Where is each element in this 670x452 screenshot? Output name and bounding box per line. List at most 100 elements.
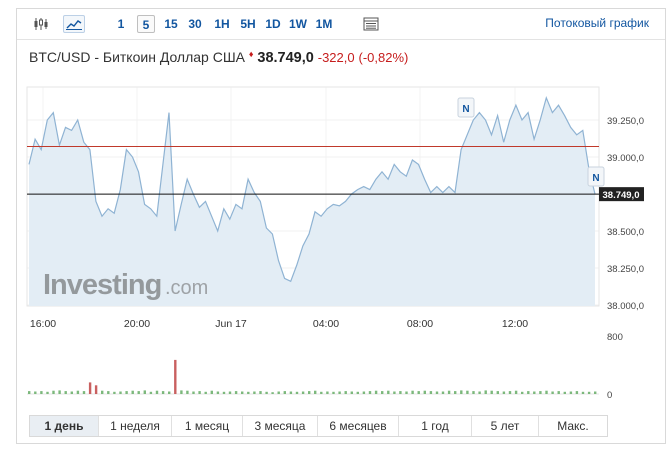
volume-bar [326,391,329,394]
timeframe-1w[interactable]: 1W [289,17,307,31]
volume-bar [241,391,244,394]
volume-bar [563,391,566,394]
range-tab[interactable]: 5 лет [472,416,539,436]
timeframe-1[interactable]: 1 [117,17,125,31]
line-chart-icon[interactable] [63,15,85,33]
volume-bar [234,391,238,394]
volume-bar [295,391,299,394]
streaming-chart-link[interactable]: Потоковый график [545,16,649,30]
range-tabs: 1 день 1 неделя 1 месяц 3 месяца 6 месяцев 1 … [29,415,608,437]
last-price-box [599,187,644,202]
candlestick-icon[interactable] [31,15,51,33]
volume-bar [362,391,366,394]
volume-bar [94,385,98,394]
x-tick-label: 04:00 [313,318,339,330]
x-tick-label: 08:00 [407,318,433,330]
volume-bar [301,391,305,394]
timeframe-1h[interactable]: 1H [214,17,230,31]
x-tick-label: 16:00 [30,318,56,330]
volume-bar [308,391,311,394]
quote-header: BTC/USD - Биткоин Доллар США ♦ 38.749,0 … [29,49,408,66]
price-chart[interactable]: Investing .com N N 39.250,039.000,038.75… [17,9,667,409]
range-tab[interactable]: 3 месяца [243,416,318,436]
volume-bar [557,391,560,394]
price-change: -322,0 [317,50,355,65]
volume-bar [551,391,554,394]
range-tab[interactable]: 1 месяц [172,416,243,436]
price-change-percent: (-0,82%) [358,50,409,65]
volume-bar [332,391,335,394]
volume-bar [508,391,512,394]
range-tab[interactable]: 1 неделя [99,416,172,436]
volume-bar [283,391,286,394]
volume-tick-label: 0 [607,390,612,401]
x-tick-label: 12:00 [502,318,528,330]
volume-bar [393,391,396,394]
volume-bar [247,391,250,394]
news-marker-label: N [462,104,469,115]
x-tick-label: Jun 17 [215,318,247,330]
volume-bar [502,391,506,394]
volume-bar [521,391,524,394]
volume-bar [466,390,469,394]
range-tab[interactable]: 1 год [399,416,472,436]
volume-bar [569,391,573,394]
volume-bar [429,391,433,394]
volume-bar [210,390,213,394]
range-tab[interactable]: 6 месяцев [318,416,399,436]
volume-bar [204,391,207,394]
y-tick-label: 38.250,0 [607,264,644,275]
y-tick-label: 38.000,0 [607,301,644,312]
volume-bar [58,390,61,394]
investing-watermark: Investing .com [43,269,208,301]
volume-bar [539,391,542,394]
volume-bar [405,391,408,394]
volume-bar [125,391,128,394]
watermark-brand: Investing [43,269,161,301]
volume-bar [168,391,171,394]
volume-bar [76,390,80,394]
volume-bar [222,391,226,394]
volume-bar [514,390,518,394]
volume-bar [594,391,597,394]
range-tab[interactable]: 1 день [30,416,99,436]
volume-bar [64,391,67,394]
volume-bar [137,391,140,394]
timeframe-1d[interactable]: 1D [265,17,281,31]
volume-bar [496,391,499,394]
volume-bar [374,390,378,394]
volume-bar [399,391,402,394]
volume-bar [271,392,274,394]
y-tick-label: 39.000,0 [607,153,644,164]
volume-bar [454,391,457,394]
volume-bar [107,391,110,394]
volume-bar [447,390,451,394]
volume-bar [28,391,31,394]
volume-bar [381,391,384,394]
volume-bar [253,391,256,394]
volume-bar [161,391,165,394]
timeframe-5[interactable]: 5 [137,15,155,33]
volume-bar [277,391,280,394]
volume-bar [216,391,220,394]
volume-bar [417,391,420,394]
timeframe-1m[interactable]: 1M [315,17,333,31]
down-arrow-icon: ♦ [248,49,254,59]
y-tick-label: 39.250,0 [607,116,644,127]
volume-bar [387,390,390,394]
timeframe-30[interactable]: 30 [188,17,202,31]
y-axis: 39.250,039.000,038.750,038.500,038.250,0… [607,116,644,312]
volume-bar [484,390,487,394]
volume-bar [180,390,183,394]
volume-bar [344,391,347,394]
volume-bar [472,391,475,394]
timeframe-5h[interactable]: 5H [240,17,256,31]
volume-bar [356,391,359,394]
table-icon[interactable] [361,15,381,33]
range-tab[interactable]: Макс. [539,416,607,436]
timeframe-15[interactable]: 15 [164,17,178,31]
volume-bar [143,390,146,394]
x-tick-label: 20:00 [124,318,150,330]
volume-bar [289,391,293,394]
volume-bar [338,391,341,394]
